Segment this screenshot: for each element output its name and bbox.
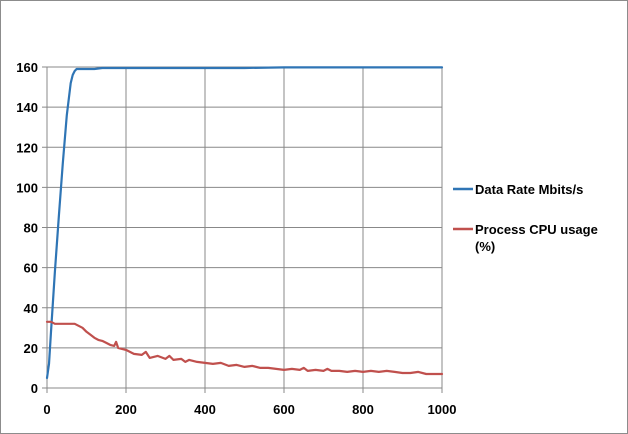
y-tick-label: 0 — [31, 381, 38, 396]
x-tick-labels: 0 200 400 600 800 1000 — [43, 402, 456, 417]
legend: Data Rate Mbits/s Process CPU usage (%) — [453, 182, 598, 254]
series-line-cpu-usage — [45, 320, 444, 376]
gridlines — [47, 66, 443, 388]
y-tick-labels: 0 20 40 60 80 100 120 140 160 — [16, 60, 38, 396]
legend-label: (%) — [475, 239, 495, 254]
y-tick-label: 20 — [24, 341, 38, 356]
y-tick-label: 80 — [24, 221, 38, 236]
x-tick-label: 800 — [352, 402, 374, 417]
y-tick-label: 140 — [16, 100, 38, 115]
legend-label: Process CPU usage — [475, 222, 598, 237]
series-lines — [45, 66, 444, 380]
x-tick-label: 0 — [43, 402, 50, 417]
x-tick-label: 200 — [115, 402, 137, 417]
x-tick-label: 1000 — [428, 402, 457, 417]
y-tick-label: 60 — [24, 261, 38, 276]
series-line-data-rate — [45, 66, 444, 380]
axes — [42, 66, 443, 393]
x-tick-label: 400 — [194, 402, 216, 417]
y-tick-label: 40 — [24, 301, 38, 316]
y-tick-label: 120 — [16, 140, 38, 155]
legend-label: Data Rate Mbits/s — [475, 182, 583, 197]
x-tick-label: 600 — [273, 402, 295, 417]
y-tick-label: 160 — [16, 60, 38, 75]
y-tick-label: 100 — [16, 180, 38, 195]
